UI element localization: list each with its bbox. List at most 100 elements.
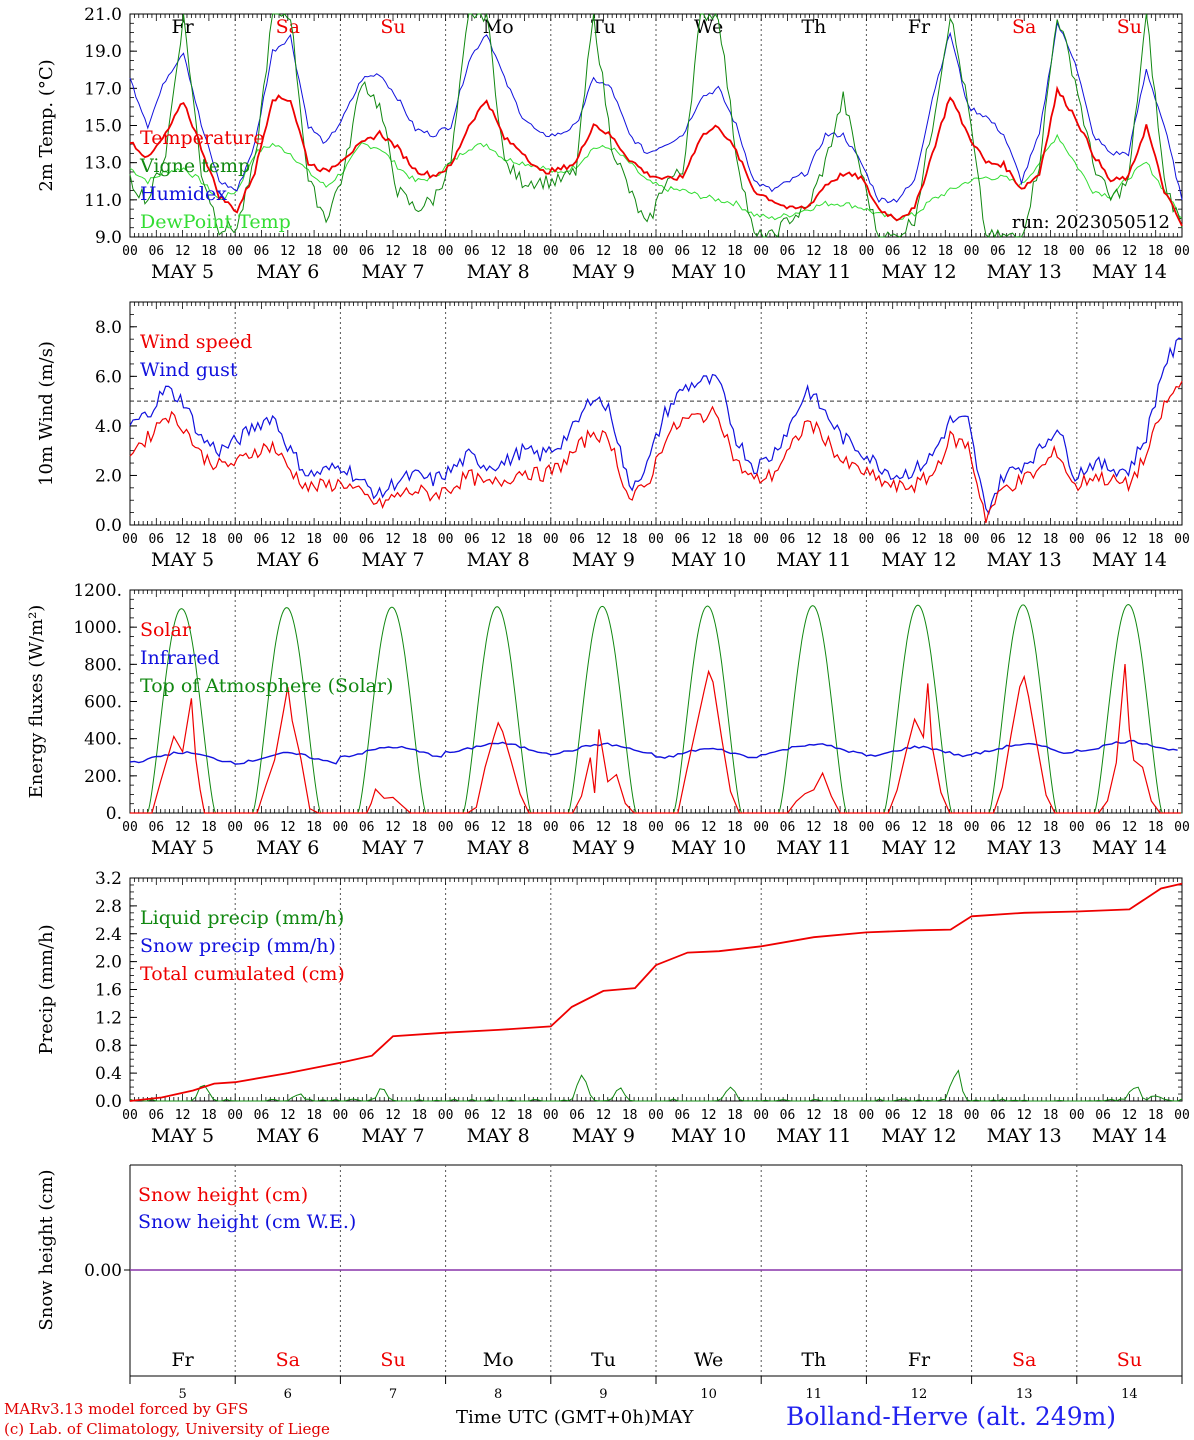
hour-label: 00 bbox=[753, 532, 769, 547]
legend-entry: Infrared bbox=[140, 647, 220, 669]
day-label: MAY 6 bbox=[256, 549, 319, 571]
weekday-label: Sa bbox=[1012, 1349, 1036, 1371]
day-label: MAY 10 bbox=[671, 549, 746, 571]
hour-label: 18 bbox=[411, 1108, 427, 1123]
y-tick-label: 19.0 bbox=[84, 42, 122, 62]
legend-entry: Vigne temp bbox=[139, 155, 250, 177]
hour-label: 18 bbox=[411, 820, 427, 835]
series-liquid-precip bbox=[129, 1069, 1183, 1102]
hour-label: 06 bbox=[674, 820, 690, 835]
hour-label: 00 bbox=[227, 244, 243, 259]
hour-label: 00 bbox=[1069, 532, 1085, 547]
hour-label: 12 bbox=[1016, 820, 1032, 835]
day-number-label: 14 bbox=[1121, 1387, 1138, 1400]
hour-label: 06 bbox=[254, 244, 270, 259]
legend-entry: Temperature bbox=[140, 127, 264, 149]
hour-label: 12 bbox=[701, 1108, 717, 1123]
y-tick-label: 0.0 bbox=[95, 516, 122, 536]
legend-entry: Liquid precip (mm/h) bbox=[140, 907, 344, 929]
hour-label: 12 bbox=[596, 1108, 612, 1123]
hour-label: 12 bbox=[385, 820, 401, 835]
legend-entry: Snow precip (mm/h) bbox=[140, 935, 336, 957]
day-label: MAY 14 bbox=[1092, 1125, 1167, 1147]
day-label: MAY 11 bbox=[776, 261, 851, 283]
y-tick-label: 13.0 bbox=[84, 154, 122, 174]
hour-label: 00 bbox=[1069, 1108, 1085, 1123]
day-number-label: 10 bbox=[700, 1387, 717, 1400]
hour-label: 18 bbox=[937, 532, 953, 547]
hour-label: 18 bbox=[306, 532, 322, 547]
hour-label: 06 bbox=[359, 1108, 375, 1123]
day-label: MAY 11 bbox=[776, 837, 851, 859]
day-number-label: 6 bbox=[284, 1387, 292, 1400]
hour-label: 00 bbox=[1174, 820, 1190, 835]
hour-label: 12 bbox=[701, 244, 717, 259]
day-label: MAY 6 bbox=[256, 837, 319, 859]
hour-label: 18 bbox=[832, 1108, 848, 1123]
hour-label: 18 bbox=[201, 1108, 217, 1123]
hour-label: 12 bbox=[175, 1108, 191, 1123]
hour-label: 00 bbox=[333, 532, 349, 547]
y-tick-label: 2.8 bbox=[95, 897, 122, 917]
day-label: MAY 14 bbox=[1092, 837, 1167, 859]
hour-label: 06 bbox=[569, 532, 585, 547]
day-label: MAY 13 bbox=[987, 1125, 1062, 1147]
weekday-label: Sa bbox=[276, 1349, 300, 1371]
hour-label: 00 bbox=[1174, 1108, 1190, 1123]
y-tick-label: 15.0 bbox=[84, 117, 122, 137]
hour-label: 12 bbox=[596, 244, 612, 259]
hour-label: 18 bbox=[727, 532, 743, 547]
legend-entry: Total cumulated (cm) bbox=[140, 963, 345, 985]
hour-label: 12 bbox=[175, 244, 191, 259]
hour-label: 12 bbox=[385, 1108, 401, 1123]
weekday-label: Sa bbox=[276, 16, 300, 38]
hour-label: 18 bbox=[727, 1108, 743, 1123]
hour-label: 18 bbox=[306, 1108, 322, 1123]
hour-label: 06 bbox=[254, 532, 270, 547]
hour-label: 00 bbox=[543, 532, 559, 547]
hour-label: 12 bbox=[175, 532, 191, 547]
y-tick-label: 2.0 bbox=[95, 466, 122, 486]
hour-label: 06 bbox=[885, 1108, 901, 1123]
hour-label: 18 bbox=[937, 1108, 953, 1123]
weekday-label: Su bbox=[1117, 1349, 1142, 1371]
y-tick-label: 400. bbox=[84, 730, 122, 750]
y-tick-label: 0.8 bbox=[95, 1036, 122, 1056]
y-tick-label: 2.4 bbox=[95, 925, 122, 945]
panel-1: 00 06 12 18 00 06 12 18 00 06 12 18 00 06 12 18 00 06 12 18… bbox=[36, 5, 1190, 283]
y-axis-label: Snow height (cm) bbox=[36, 1169, 57, 1330]
hour-label: 12 bbox=[1122, 1108, 1138, 1123]
day-label: MAY 14 bbox=[1092, 549, 1167, 571]
day-label: MAY 13 bbox=[987, 261, 1062, 283]
hour-label: 00 bbox=[648, 244, 664, 259]
legend-entry: Snow height (cm) bbox=[138, 1184, 308, 1206]
weekday-label: Su bbox=[380, 16, 405, 38]
y-tick-label: 11.0 bbox=[84, 191, 122, 211]
hour-label: 12 bbox=[701, 820, 717, 835]
y-tick-label: 1200. bbox=[73, 581, 122, 601]
day-label: MAY 10 bbox=[671, 261, 746, 283]
hour-label: 00 bbox=[648, 532, 664, 547]
hour-label: 12 bbox=[175, 820, 191, 835]
hour-label: 00 bbox=[753, 244, 769, 259]
hour-label: 18 bbox=[937, 244, 953, 259]
y-tick-label: 0.00 bbox=[84, 1261, 122, 1281]
hour-label: 06 bbox=[464, 1108, 480, 1123]
hour-label: 12 bbox=[280, 244, 296, 259]
hour-label: 00 bbox=[648, 1108, 664, 1123]
station-name: Bolland-Herve (alt. 249m) bbox=[786, 1402, 1117, 1431]
weekday-label: Mo bbox=[483, 1349, 514, 1371]
weekday-label: Fr bbox=[908, 16, 931, 38]
weekday-label: Th bbox=[801, 1349, 826, 1371]
hour-label: 06 bbox=[569, 244, 585, 259]
hour-label: 00 bbox=[859, 244, 875, 259]
hour-label: 06 bbox=[148, 244, 164, 259]
hour-label: 06 bbox=[359, 532, 375, 547]
day-label: MAY 8 bbox=[467, 549, 530, 571]
hour-label: 06 bbox=[464, 532, 480, 547]
legend-entry: Top of Atmosphere (Solar) bbox=[140, 675, 393, 697]
hour-label: 06 bbox=[569, 1108, 585, 1123]
hour-label: 06 bbox=[1095, 1108, 1111, 1123]
legend-entry: DewPoint Temp bbox=[140, 211, 291, 233]
day-label: MAY 13 bbox=[987, 549, 1062, 571]
